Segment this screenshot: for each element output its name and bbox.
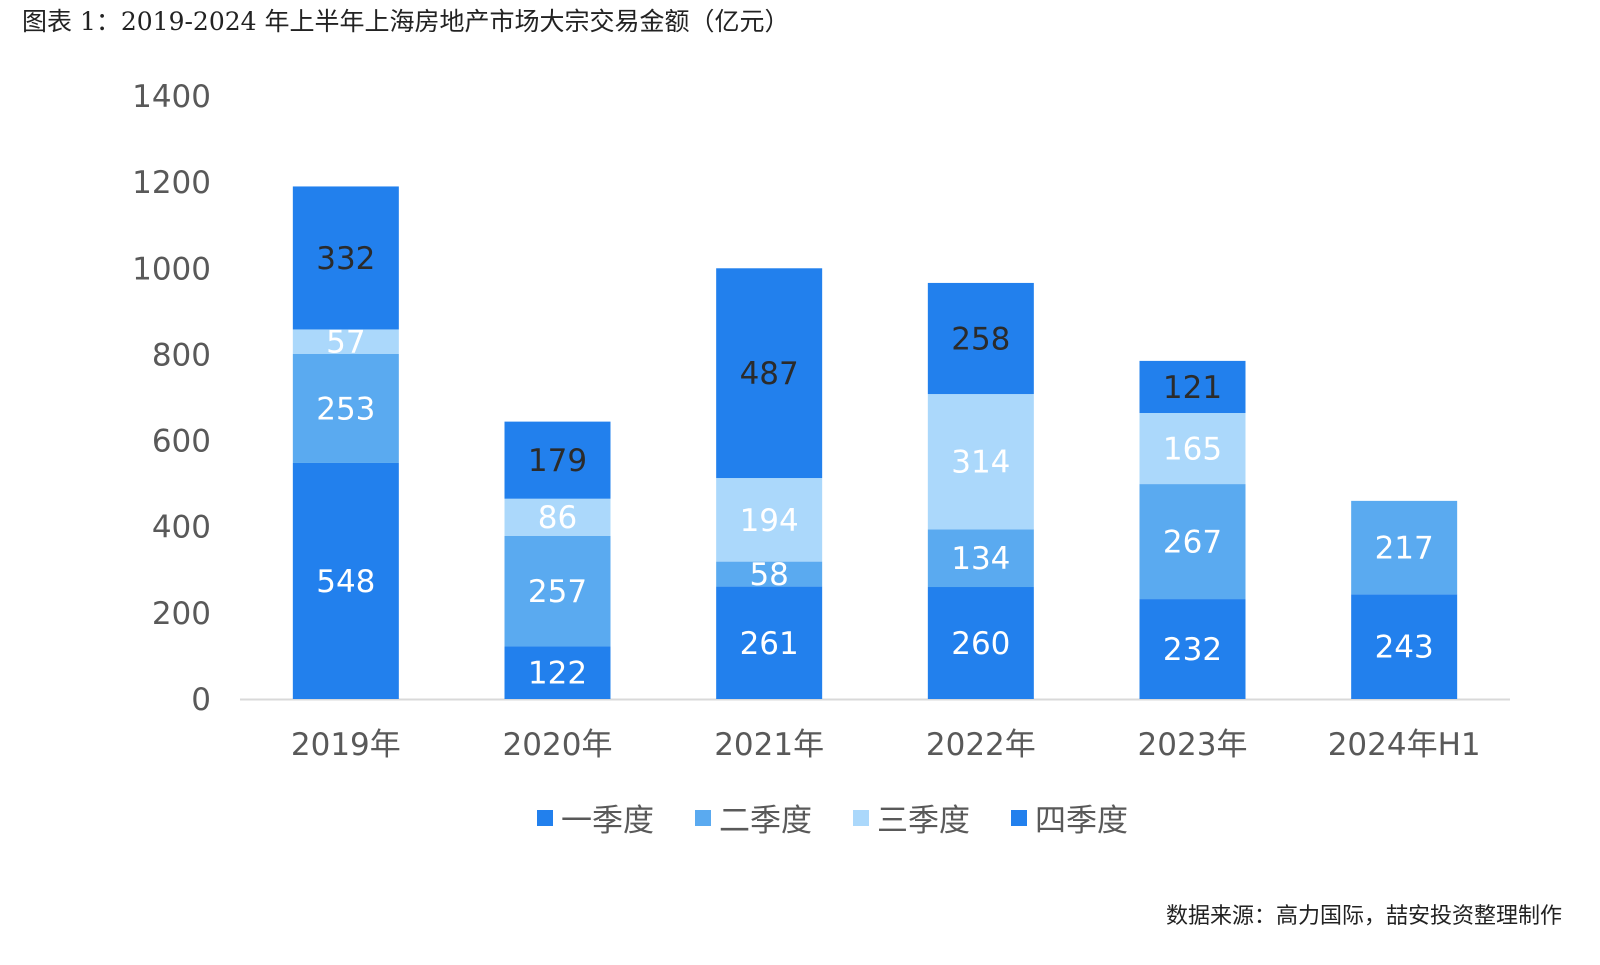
bar-segment — [716, 268, 823, 479]
data-label: 194 — [740, 503, 799, 539]
y-tick-label: 1000 — [132, 251, 211, 287]
legend-swatch — [537, 810, 553, 826]
y-tick-label: 200 — [152, 596, 211, 632]
bar-segment — [292, 186, 399, 330]
legend-label: 三季度 — [877, 803, 970, 839]
bar-segment — [292, 353, 399, 463]
bar-segment — [1139, 484, 1246, 600]
bar-segment — [1351, 594, 1458, 699]
y-tick-label: 0 — [191, 682, 211, 718]
data-label: 314 — [951, 445, 1010, 481]
x-tick-label: 2020年 — [503, 727, 613, 763]
x-tick-label: 2024年H1 — [1328, 727, 1481, 763]
data-label: 86 — [538, 500, 577, 536]
bar-segment — [716, 478, 823, 562]
legend-swatch — [853, 810, 869, 826]
bar-segment — [1351, 500, 1458, 595]
data-label: 332 — [316, 241, 375, 277]
y-tick-label: 1400 — [132, 79, 211, 115]
data-label: 57 — [326, 325, 365, 361]
data-label: 58 — [749, 557, 788, 593]
legend: 一季度 二季度 三季度 四季度 — [537, 803, 1128, 839]
data-label: 122 — [528, 656, 587, 692]
x-tick-label: 2023年 — [1138, 727, 1248, 763]
legend-swatch — [1011, 810, 1027, 826]
bar-segment — [292, 462, 399, 699]
bar-segment — [504, 421, 611, 499]
data-label: 253 — [316, 391, 375, 427]
x-tick-label: 2019年 — [291, 727, 401, 763]
data-label: 261 — [740, 626, 799, 662]
bar-segment — [1139, 413, 1246, 485]
data-label: 267 — [1163, 525, 1222, 561]
data-label: 487 — [740, 356, 799, 392]
bar-segment — [716, 586, 823, 699]
x-axis: 2019年 2020年 2021年 2022年 2023年 2024年H1 — [291, 727, 1481, 763]
bar-segment — [716, 561, 823, 587]
y-tick-label: 1200 — [132, 165, 211, 201]
data-label: 243 — [1375, 630, 1434, 666]
legend-label: 一季度 — [561, 803, 654, 839]
data-label: 258 — [951, 321, 1010, 357]
bar-segment — [1139, 360, 1246, 414]
bar-segment — [292, 329, 399, 354]
legend-swatch — [695, 810, 711, 826]
legend-label: 四季度 — [1035, 803, 1128, 839]
bar-segment — [927, 587, 1034, 699]
data-label: 134 — [951, 541, 1010, 577]
data-label: 179 — [528, 443, 587, 479]
x-tick-label: 2022年 — [926, 727, 1036, 763]
y-axis: 0 200 400 600 800 1000 1200 1400 — [132, 79, 1510, 718]
data-label: 121 — [1163, 370, 1222, 406]
bar-segment — [927, 529, 1034, 588]
data-source: 数据来源：高力国际，喆安投资整理制作 — [1165, 904, 1562, 929]
bar-segment — [504, 535, 611, 647]
chart-title: 图表 1：2019-2024 年上半年上海房地产市场大宗交易金额（亿元） — [22, 7, 790, 36]
bar-segment — [504, 646, 611, 699]
bar-segment — [927, 282, 1034, 395]
y-tick-label: 800 — [152, 337, 211, 373]
bar-segment — [504, 498, 611, 536]
bar-segment — [1139, 599, 1246, 699]
data-label: 260 — [951, 626, 1010, 662]
data-label: 232 — [1163, 632, 1222, 668]
legend-label: 二季度 — [719, 803, 812, 839]
y-tick-label: 400 — [152, 510, 211, 546]
bars: 548 253 57 332 122 257 86 179 261 58 194 487 260 134 3… — [292, 186, 1458, 699]
y-tick-label: 600 — [152, 424, 211, 460]
data-label: 165 — [1163, 432, 1222, 468]
data-label: 217 — [1375, 531, 1434, 567]
bar-segment — [927, 394, 1034, 530]
data-label: 257 — [528, 574, 587, 610]
x-tick-label: 2021年 — [714, 727, 824, 763]
data-label: 548 — [316, 564, 375, 600]
